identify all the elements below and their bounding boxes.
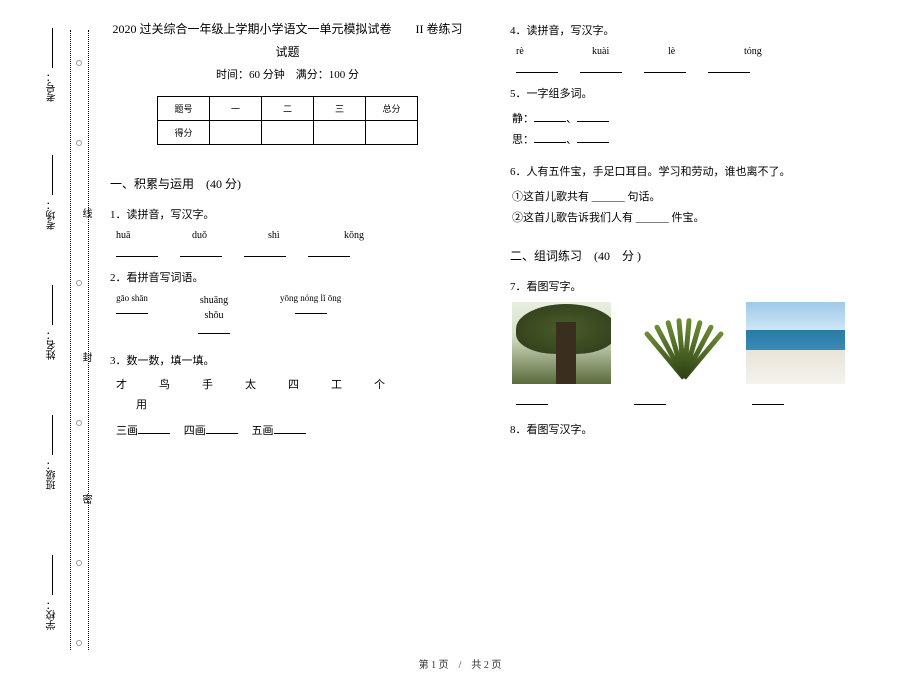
right-column: 4．读拼音，写汉字。 rè kuài lè tóng 5．一字组多词。 静：、 … xyxy=(490,20,870,445)
q1-blank-row xyxy=(116,245,465,257)
page-content: 2020 过关综合一年级上学期小学语文一单元模拟试卷 II 卷练习 试题 时间：… xyxy=(110,20,910,445)
exam-time-score: 时间：60 分钟 满分：100 分 xyxy=(110,66,465,82)
q1-heading: 1．读拼音，写汉字。 xyxy=(110,206,465,222)
tree-image xyxy=(512,302,611,384)
table-row: 题号 一 二 三 总分 xyxy=(158,97,418,121)
q3-char-row: 才 鸟 手 太 四 工 个 xyxy=(116,376,465,392)
q5-heading: 5．一字组多词。 xyxy=(510,85,845,101)
section-2-heading: 二、组词练习 (40 分 ) xyxy=(510,247,845,264)
q5-jing: 静：、 xyxy=(512,109,845,130)
gutter-label-school: 学校： xyxy=(45,600,60,630)
binding-gutter: 考号： 考场： 姓名： 班级： 学校： 线 封 密 xyxy=(0,0,90,681)
q3-stroke-row: 三画 四画 五画 xyxy=(116,422,465,438)
gutter-label-room: 考场： xyxy=(45,200,60,230)
q6-line1: ①这首儿歌共有 ______ 句话。 xyxy=(512,187,845,208)
gutter-mark-line: 线 xyxy=(78,208,93,218)
q3-heading: 3．数一数，填一填。 xyxy=(110,352,465,368)
section-1-heading: 一、积累与运用 (40 分) xyxy=(110,175,465,192)
table-row: 得分 xyxy=(158,121,418,145)
q5-si: 思：、 xyxy=(512,130,845,151)
gutter-label-class: 班级： xyxy=(45,460,60,490)
leaf-image xyxy=(629,302,728,384)
q3-char-extra: 用 xyxy=(116,396,465,412)
left-column: 2020 过关综合一年级上学期小学语文一单元模拟试卷 II 卷练习 试题 时间：… xyxy=(110,20,490,445)
q8-heading: 8．看图写汉字。 xyxy=(510,421,845,437)
score-table: 题号 一 二 三 总分 得分 xyxy=(157,96,418,145)
q2-content: gāo shān shuāng shǒu yōng nóng lǐ ōng xyxy=(116,293,465,334)
q4-heading: 4．读拼音，写汉字。 xyxy=(510,22,845,38)
q4-blank-row xyxy=(516,61,845,73)
q7-heading: 7．看图写字。 xyxy=(510,278,845,294)
q6-line2: ②这首儿歌告诉我们人有 ______ 件宝。 xyxy=(512,208,845,229)
exam-title: 2020 过关综合一年级上学期小学语文一单元模拟试卷 II 卷练习 xyxy=(110,20,465,39)
q4-pinyin-row: rè kuài lè tóng xyxy=(516,46,845,57)
q2-heading: 2．看拼音写词语。 xyxy=(110,269,465,285)
gutter-label-name: 姓名： xyxy=(45,330,60,360)
gutter-mark-secret: 密 xyxy=(78,494,93,504)
q6-heading: 6．人有五件宝，手足口耳目。学习和劳动，谁也离不了。 xyxy=(510,163,845,179)
gutter-label-id: 考号： xyxy=(45,72,60,102)
exam-subtitle: 试题 xyxy=(110,43,465,62)
q7-blank-row xyxy=(516,394,845,405)
page-footer: 第 1 页 / 共 2 页 xyxy=(0,656,920,671)
q7-image-row xyxy=(512,302,845,384)
gutter-mark-seal: 封 xyxy=(78,352,93,362)
sea-image xyxy=(746,302,845,384)
q1-pinyin-row: huā duǒ shì kōng xyxy=(116,230,465,241)
